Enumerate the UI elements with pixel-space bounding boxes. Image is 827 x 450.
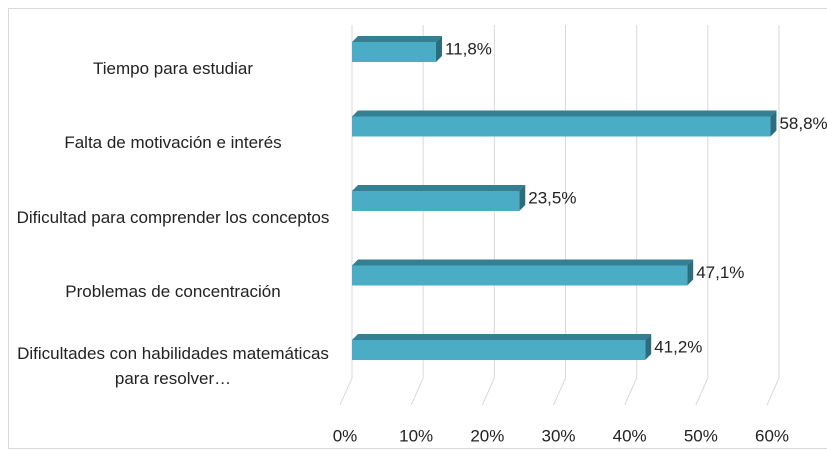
x-tick-label: 50% — [684, 426, 718, 445]
bar-side — [645, 334, 652, 360]
bar — [352, 185, 526, 211]
value-label: 47,1% — [696, 263, 744, 282]
bar-top — [352, 185, 526, 191]
x-tick-label: 10% — [399, 426, 433, 445]
value-label: 58,8% — [779, 114, 827, 133]
grid-line — [766, 25, 780, 406]
value-label: 11,8% — [445, 39, 492, 58]
y-tick-label: Falta de motivación e interés — [64, 133, 282, 152]
bar-top — [352, 259, 694, 266]
bar-top — [352, 334, 652, 340]
value-label: 41,2% — [654, 337, 702, 356]
y-tick-label: Dificultad para comprender los conceptos — [16, 207, 330, 227]
bar-side — [519, 185, 526, 211]
grid-line — [553, 25, 566, 406]
grid-line — [481, 25, 495, 406]
bar-side — [770, 110, 777, 137]
bar — [352, 259, 694, 286]
bar-front — [352, 191, 520, 211]
grid-line — [624, 25, 638, 406]
bar — [352, 110, 777, 137]
y-tick-label: Tiempo para estudiar — [92, 58, 253, 78]
x-tick-label: 20% — [470, 426, 504, 445]
chart-border — [8, 8, 827, 449]
bar-front — [352, 42, 436, 62]
value-label: 23,5% — [528, 188, 576, 207]
bar-top — [352, 110, 777, 117]
bar — [352, 36, 442, 62]
bar-front — [352, 265, 688, 286]
x-tick-label: 30% — [541, 426, 575, 445]
bar-side — [435, 36, 442, 62]
bar-front — [352, 340, 646, 360]
grid-line — [695, 25, 709, 406]
y-tick-label: Problemas de concentración — [65, 282, 281, 301]
bar — [352, 334, 652, 360]
y-tick-label: Dificultades con habilidades matemáticas… — [17, 344, 329, 388]
grid-line — [410, 25, 424, 406]
bar-front — [352, 116, 771, 137]
bar-side — [687, 259, 694, 286]
x-tick-label: 40% — [613, 426, 647, 445]
grid-line — [339, 25, 353, 406]
x-tick-label: 0% — [333, 426, 358, 445]
bar-top — [352, 36, 442, 42]
x-tick-label: 60% — [755, 426, 789, 445]
